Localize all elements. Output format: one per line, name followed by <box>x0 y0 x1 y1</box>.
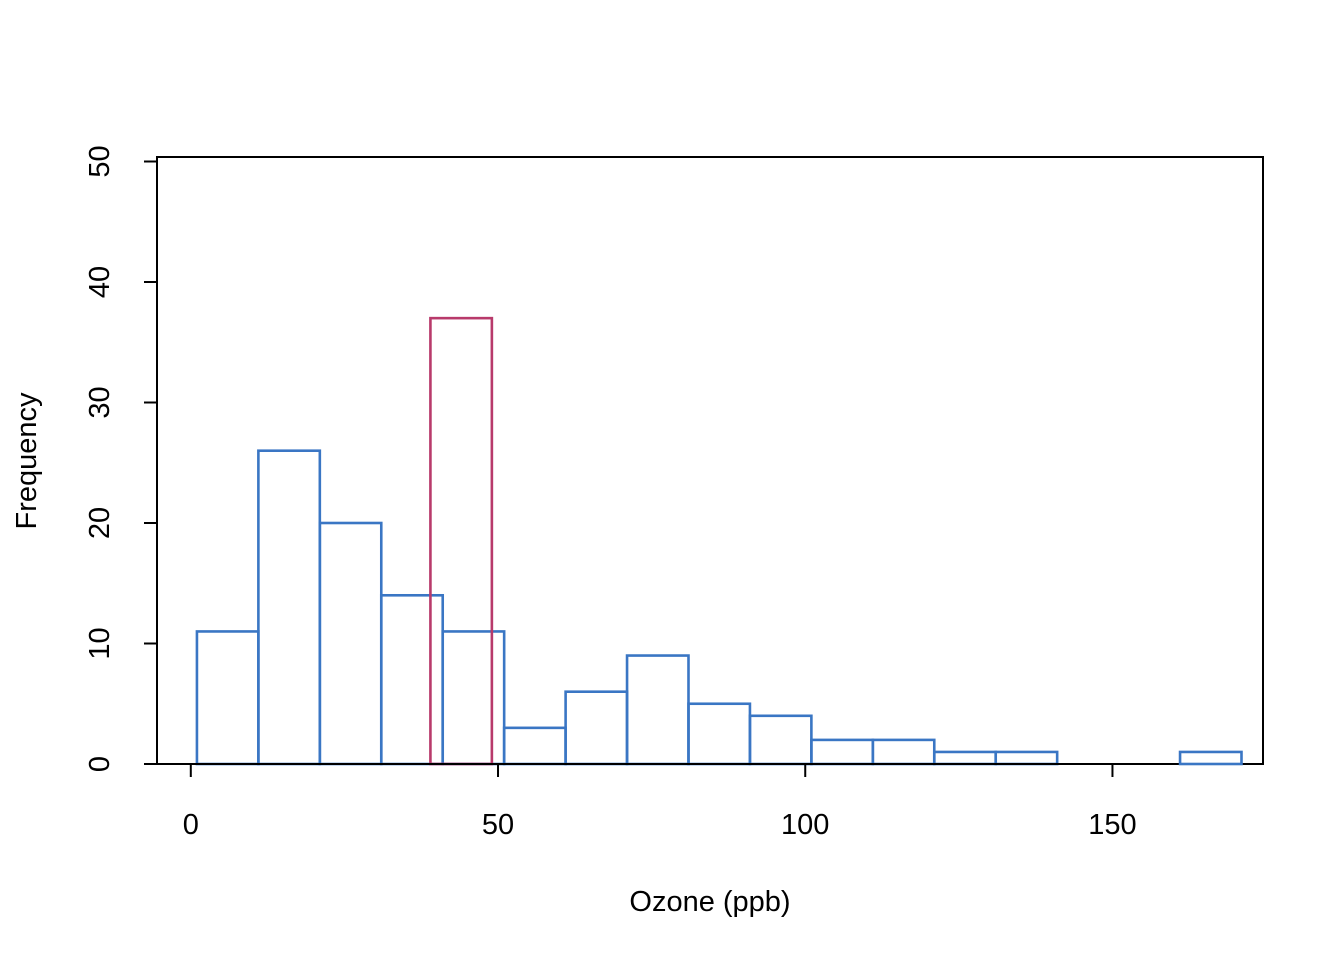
histogram-bar <box>195 630 260 766</box>
y-tick-label: 50 <box>84 145 116 177</box>
histogram-bar <box>441 630 506 766</box>
series-layer <box>195 316 1243 766</box>
y-tick-label: 20 <box>84 507 116 539</box>
histogram-bar <box>871 738 936 766</box>
histogram-bar <box>429 316 494 766</box>
x-tick-label: 0 <box>183 809 199 841</box>
histogram-bar <box>994 750 1059 766</box>
x-tick-label: 100 <box>781 809 829 841</box>
histogram-bar <box>1178 750 1243 766</box>
histogram-bar <box>379 593 445 766</box>
x-tick-label: 50 <box>482 809 514 841</box>
x-axis: 0 50 100 150 <box>183 763 1137 841</box>
y-axis: 0 10 20 30 40 50 <box>84 145 158 772</box>
histogram-bar <box>318 521 383 766</box>
histogram-bar <box>257 449 322 766</box>
y-tick-label: 0 <box>84 756 116 772</box>
y-tick-label: 30 <box>84 386 116 418</box>
histogram-bar <box>625 654 690 766</box>
x-axis-label: Ozone (ppb) <box>629 886 790 918</box>
y-tick-label: 10 <box>84 627 116 659</box>
y-axis-label: Frequency <box>11 392 43 530</box>
histogram-bar <box>564 690 629 766</box>
histogram-bar <box>502 726 567 766</box>
plot-frame <box>156 156 1264 765</box>
x-tick-label: 150 <box>1088 809 1136 841</box>
y-tick-label: 40 <box>84 266 116 298</box>
histogram-bar <box>748 714 813 766</box>
histogram-bar <box>810 738 875 766</box>
histogram-bar <box>932 750 998 766</box>
histogram-bar <box>687 702 752 766</box>
